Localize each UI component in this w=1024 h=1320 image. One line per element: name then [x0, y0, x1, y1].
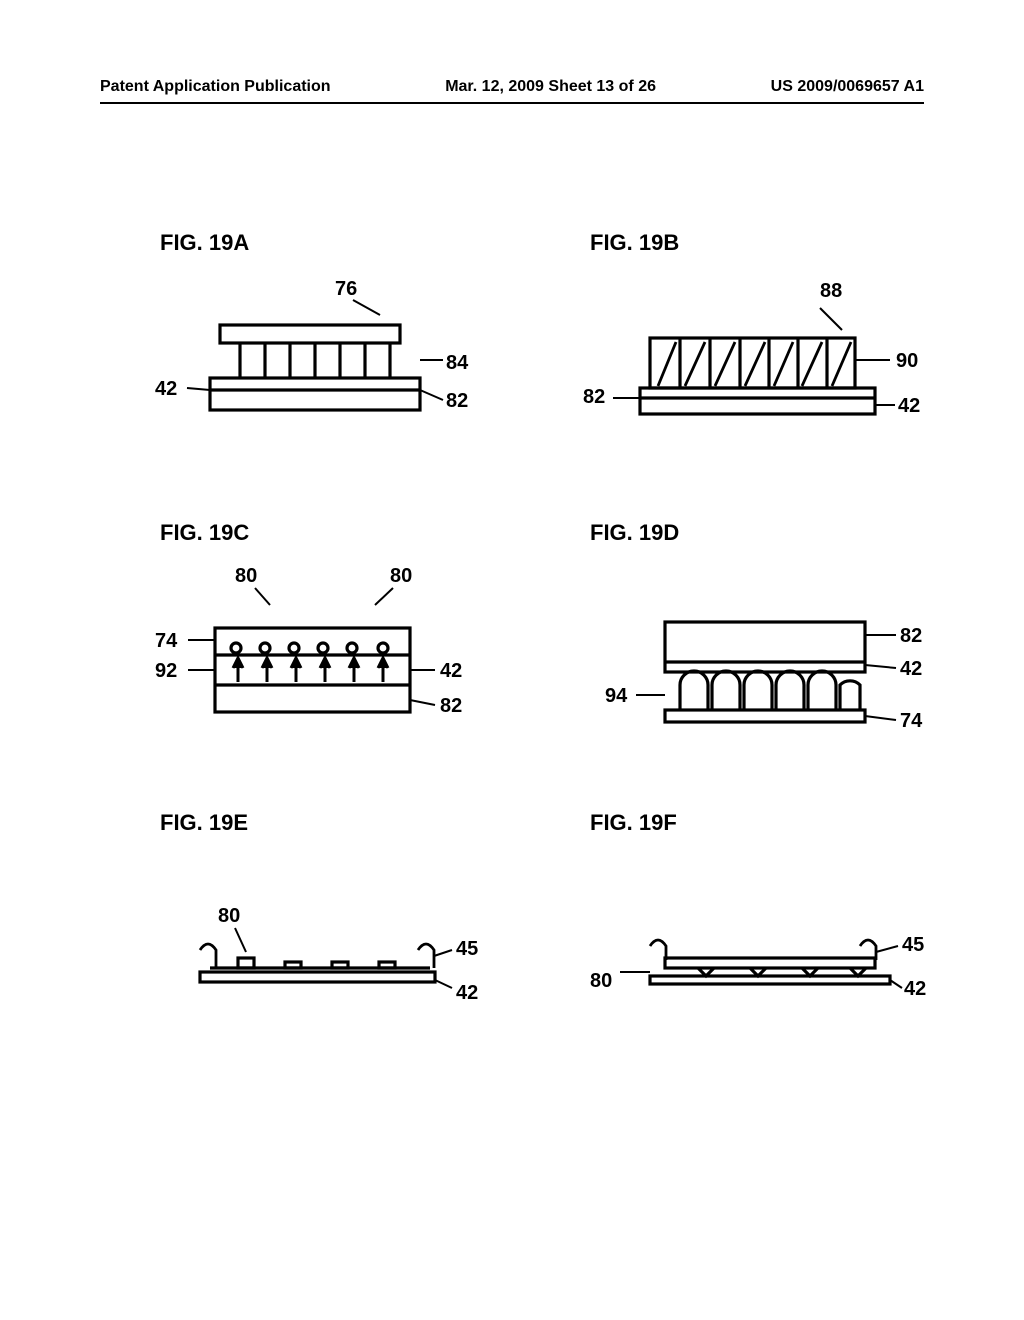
label-82d: 82	[900, 625, 922, 648]
label-42c: 42	[440, 660, 462, 683]
label-94: 94	[605, 685, 627, 708]
label-42f: 42	[904, 978, 926, 1001]
label-80a: 80	[235, 565, 257, 588]
label-80e: 80	[218, 905, 240, 928]
label-45f: 45	[902, 934, 924, 957]
figure-title-19c: FIG. 19C	[160, 520, 249, 546]
label-82: 82	[446, 390, 468, 413]
label-42d: 42	[900, 658, 922, 681]
label-80b: 80	[390, 565, 412, 588]
figure-title-19d: FIG. 19D	[590, 520, 679, 546]
figure-title-19b: FIG. 19B	[590, 230, 679, 256]
label-45e: 45	[456, 938, 478, 961]
figure-19b-svg	[550, 260, 960, 490]
label-76: 76	[335, 278, 357, 301]
label-42: 42	[155, 378, 177, 401]
figure-19e-svg	[100, 890, 510, 1090]
figure-title-19a: FIG. 19A	[160, 230, 249, 256]
label-42e: 42	[456, 982, 478, 1005]
label-90: 90	[896, 350, 918, 373]
header-left: Patent Application Publication	[100, 78, 331, 96]
label-42: 42	[898, 395, 920, 418]
label-82c: 82	[440, 695, 462, 718]
label-74d: 74	[900, 710, 922, 733]
page-header: Patent Application Publication Mar. 12, …	[100, 78, 924, 104]
label-88: 88	[820, 280, 842, 303]
label-92: 92	[155, 660, 177, 683]
figure-title-19f: FIG. 19F	[590, 810, 677, 836]
label-80f: 80	[590, 970, 612, 993]
label-84: 84	[446, 352, 468, 375]
figure-19a-svg	[100, 260, 510, 490]
header-center: Mar. 12, 2009 Sheet 13 of 26	[445, 78, 656, 96]
figure-19d-svg	[550, 550, 960, 780]
header-right: US 2009/0069657 A1	[771, 78, 924, 96]
label-74: 74	[155, 630, 177, 653]
label-82: 82	[583, 386, 605, 409]
figure-title-19e: FIG. 19E	[160, 810, 248, 836]
